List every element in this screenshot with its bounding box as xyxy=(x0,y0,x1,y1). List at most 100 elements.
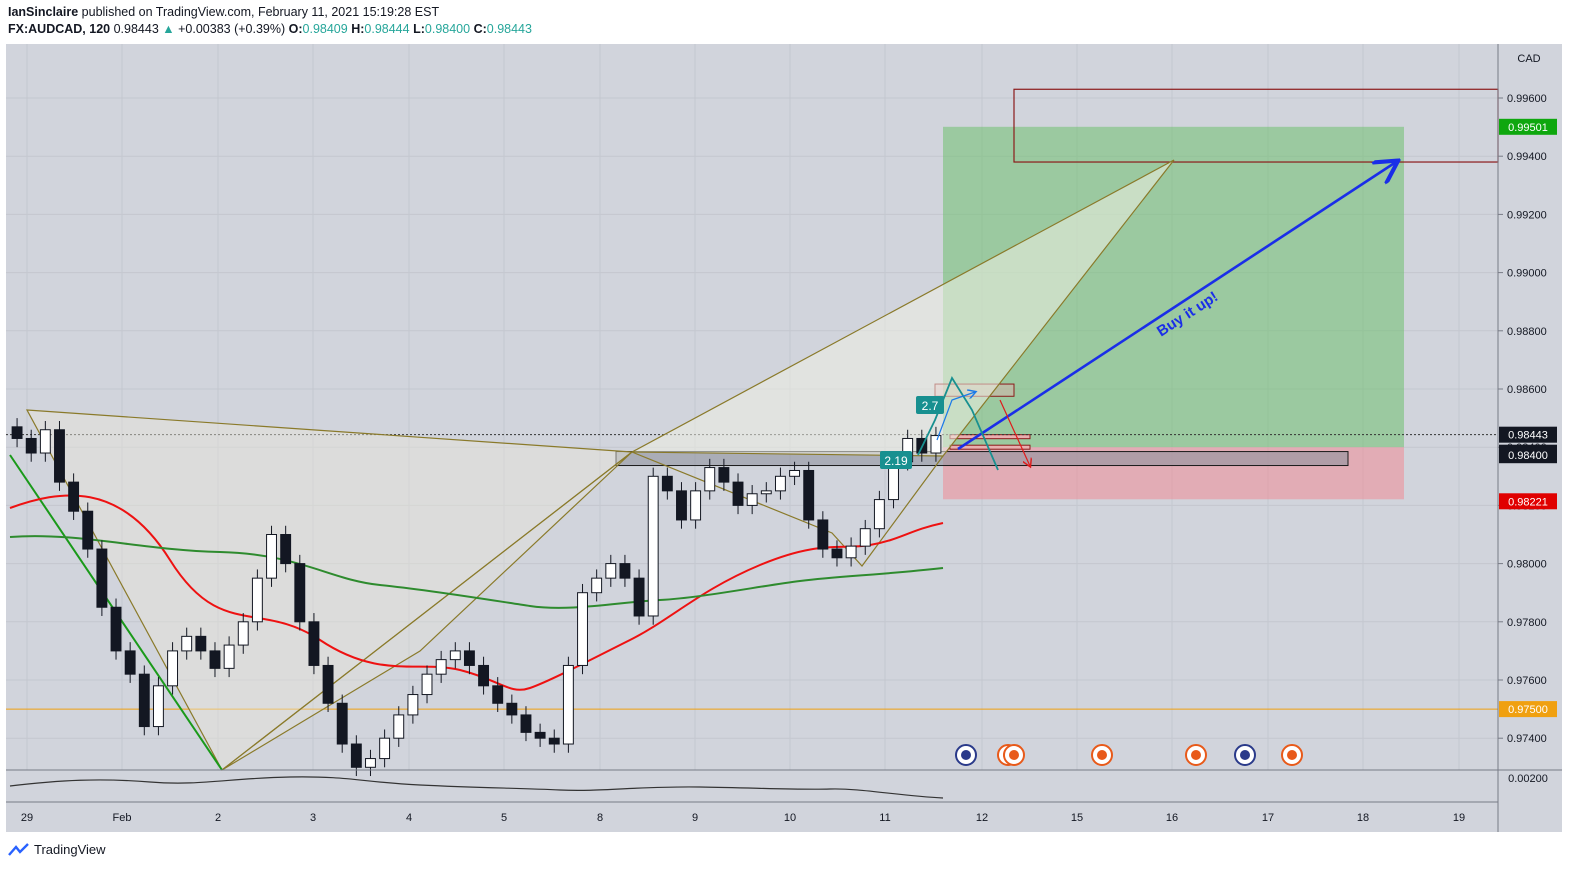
candle-body[interactable] xyxy=(506,702,518,716)
buy-arrow[interactable] xyxy=(957,162,1396,451)
candle-body[interactable] xyxy=(39,429,51,454)
event-flag-icon[interactable] xyxy=(955,744,977,766)
harmonic-pattern-drawings xyxy=(9,159,1175,771)
candle-body[interactable] xyxy=(407,694,419,716)
open-label: O: xyxy=(288,22,303,36)
candle-body[interactable] xyxy=(209,650,221,669)
candle-body[interactable] xyxy=(82,510,94,550)
candle-body[interactable] xyxy=(478,664,490,687)
candle-body[interactable] xyxy=(690,490,702,521)
candle-body[interactable] xyxy=(294,563,306,623)
candle-body[interactable] xyxy=(760,490,772,495)
candle-body[interactable] xyxy=(859,528,871,547)
candle-body[interactable] xyxy=(393,714,405,739)
candle-body[interactable] xyxy=(96,548,108,608)
candle-body[interactable] xyxy=(463,650,475,666)
price-tags: 0.995010.9844301:40:350.984000.982210.97… xyxy=(1499,118,1557,785)
symbol-label[interactable]: FX:AUDCAD, 120 xyxy=(8,22,111,36)
event-flag-icon[interactable] xyxy=(1003,744,1025,766)
candle-body[interactable] xyxy=(167,650,179,687)
candle-body[interactable] xyxy=(449,650,461,661)
candle-body[interactable] xyxy=(619,563,631,579)
candle-body[interactable] xyxy=(421,673,433,696)
candle-body[interactable] xyxy=(577,592,588,666)
candle-body[interactable] xyxy=(732,481,744,506)
candle-body[interactable] xyxy=(548,737,560,745)
candle-body[interactable] xyxy=(591,577,603,594)
candle-body[interactable] xyxy=(647,475,659,617)
candle-body[interactable] xyxy=(365,758,376,768)
price-tag: 0.98400 xyxy=(1499,447,1557,464)
candle-body[interactable] xyxy=(11,426,23,439)
candlestick-series xyxy=(11,418,942,777)
candle-body[interactable] xyxy=(676,490,687,521)
svg-text:2.7: 2.7 xyxy=(922,399,939,413)
candle-body[interactable] xyxy=(308,621,320,666)
candle-body[interactable] xyxy=(873,499,885,530)
candle-body[interactable] xyxy=(704,467,716,492)
candle-body[interactable] xyxy=(562,664,574,745)
brand-name: TradingView xyxy=(34,842,106,857)
close-value: 0.98443 xyxy=(486,22,532,36)
candle-body[interactable] xyxy=(152,685,164,728)
candle-body[interactable] xyxy=(605,563,617,579)
pattern-triangle-right[interactable] xyxy=(629,159,1175,457)
indicator-line xyxy=(9,776,944,799)
tradingview-logo-icon xyxy=(8,842,29,856)
candle-body[interactable] xyxy=(774,475,786,492)
ema-fast-line[interactable] xyxy=(9,494,944,691)
candle-body[interactable] xyxy=(435,659,447,675)
candle-body[interactable] xyxy=(379,737,391,760)
candle-body[interactable] xyxy=(845,545,857,559)
price-tick-label: 0.97400 xyxy=(1507,733,1547,745)
price-tick-label: 0.98600 xyxy=(1507,384,1547,396)
candle-body[interactable] xyxy=(930,435,942,454)
candle-body[interactable] xyxy=(789,469,801,477)
candle-body[interactable] xyxy=(746,493,758,506)
svg-text:2.19: 2.19 xyxy=(884,454,908,468)
candle-body[interactable] xyxy=(25,437,37,454)
event-flag-icon[interactable] xyxy=(1185,744,1207,766)
author-name[interactable]: IanSinclaire xyxy=(8,5,79,19)
support-zone-box[interactable] xyxy=(615,451,1349,467)
candle-body[interactable] xyxy=(251,577,263,623)
candle-body[interactable] xyxy=(223,644,235,669)
ema-slow-line[interactable] xyxy=(9,535,944,609)
small-down-arrow xyxy=(999,399,1030,466)
candle-body[interactable] xyxy=(718,467,730,483)
candle-body[interactable] xyxy=(138,673,150,728)
price-tick-label: 0.99400 xyxy=(1507,151,1547,163)
event-flag-icon[interactable] xyxy=(1234,744,1256,766)
ratio-badge-upper[interactable]: 2.7 xyxy=(916,396,944,414)
currency-label: CAD xyxy=(1517,53,1540,65)
candle-body[interactable] xyxy=(534,731,546,739)
event-flag-icon[interactable] xyxy=(1281,744,1303,766)
candle-body[interactable] xyxy=(124,650,136,675)
candle-body[interactable] xyxy=(266,534,277,579)
candle-body[interactable] xyxy=(110,606,122,652)
candle-body[interactable] xyxy=(280,534,292,565)
candle-body[interactable] xyxy=(831,548,843,559)
time-tick-label: 19 xyxy=(1453,812,1465,824)
candle-body[interactable] xyxy=(350,743,362,768)
candle-body[interactable] xyxy=(633,577,645,617)
candle-body[interactable] xyxy=(181,635,193,652)
candle-body[interactable] xyxy=(322,664,334,704)
candle-body[interactable] xyxy=(195,635,207,652)
candle-body[interactable] xyxy=(54,429,65,483)
ratio-badge-lower[interactable]: 2.19 xyxy=(880,451,912,469)
candle-body[interactable] xyxy=(68,481,80,512)
footer-brand[interactable]: TradingView xyxy=(8,842,106,857)
candle-body[interactable] xyxy=(336,702,348,745)
candle-body[interactable] xyxy=(803,469,815,521)
candle-body[interactable] xyxy=(492,685,504,704)
candle-body[interactable] xyxy=(237,621,249,646)
candle-body[interactable] xyxy=(661,475,673,492)
open-value: 0.98409 xyxy=(302,22,348,36)
event-flag-icon[interactable] xyxy=(1091,744,1113,766)
candle-body[interactable] xyxy=(520,714,532,733)
oscillator-line[interactable] xyxy=(9,776,944,799)
svg-text:0.98221: 0.98221 xyxy=(1508,496,1548,508)
candle-body[interactable] xyxy=(817,519,829,550)
